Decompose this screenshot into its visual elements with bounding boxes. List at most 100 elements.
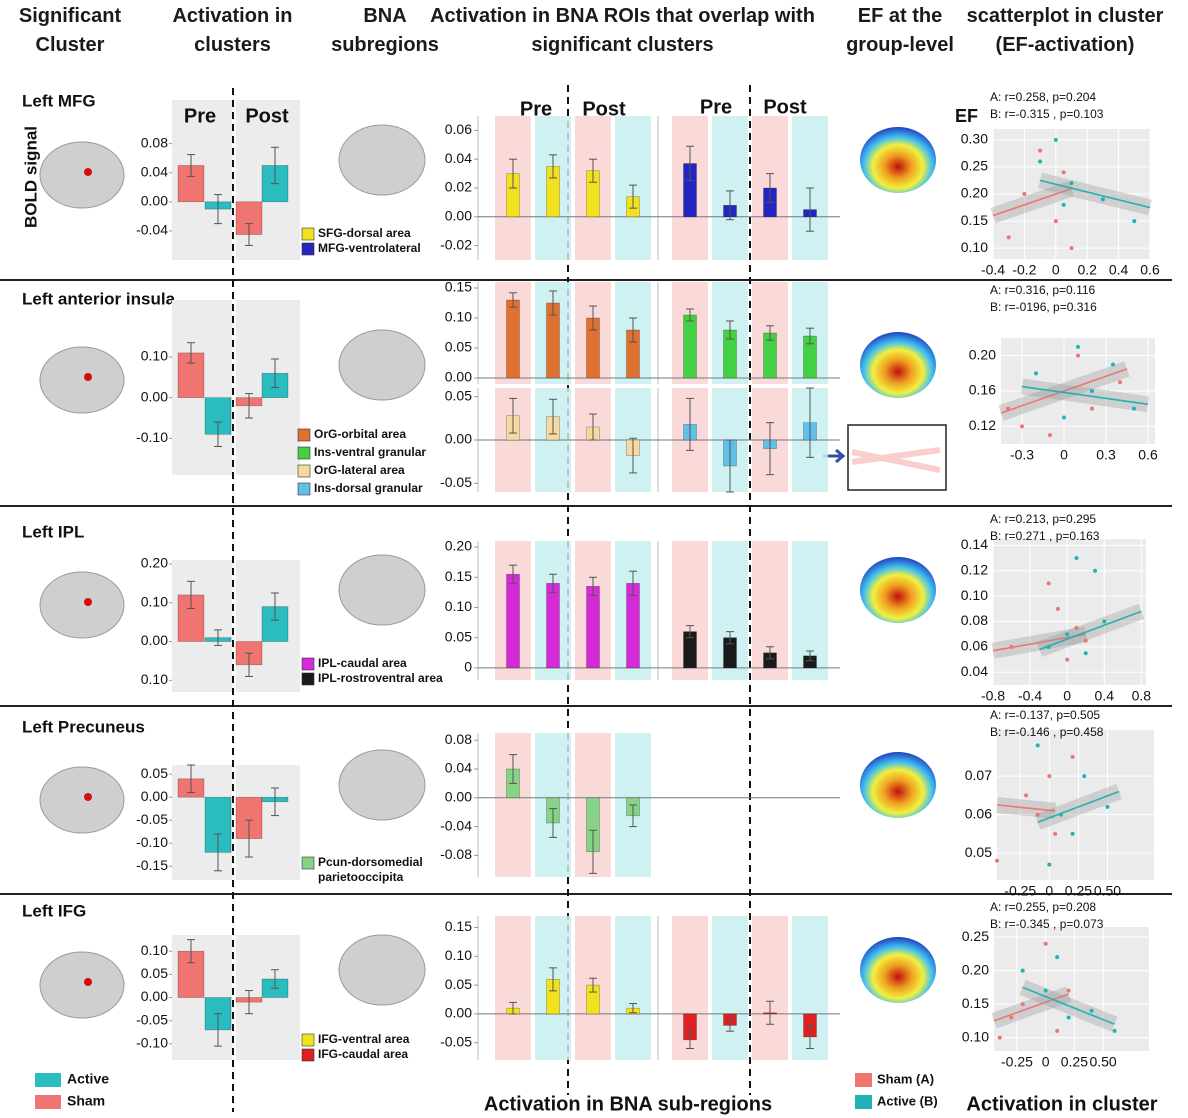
legend-swatch <box>855 1095 872 1109</box>
y-tick-label: 0.04 <box>445 760 472 776</box>
error-bar <box>589 829 597 874</box>
scatter-point <box>1061 170 1066 175</box>
legend-label: Sham (A) <box>877 1071 934 1086</box>
x-tick-label: 0.25 <box>1065 883 1092 899</box>
y-tick-label: 0.00 <box>445 789 472 805</box>
error-bar <box>686 308 694 322</box>
scatter-point <box>1009 1015 1014 1020</box>
y-tick-label: 0.05 <box>445 976 472 992</box>
ef-brain-image <box>860 752 936 818</box>
x-tick-label: 0.4 <box>1109 262 1129 278</box>
error-bar <box>629 1003 637 1014</box>
error-bar <box>509 564 517 584</box>
stats-label: B: r=-0.146 , p=0.458 <box>990 725 1104 739</box>
error-bar <box>629 317 637 343</box>
legend-swatch <box>297 482 311 496</box>
brain-highlight <box>84 168 92 176</box>
y-tick-label: 0.15 <box>962 995 989 1011</box>
column-header: BNA subregions <box>331 5 439 56</box>
legend-label: Active <box>67 1071 109 1087</box>
y-tick-label: 0.16 <box>969 382 996 398</box>
error-bar <box>214 1013 222 1047</box>
error-bar <box>686 625 694 639</box>
y-tick-label: 0.07 <box>965 767 992 783</box>
plot-background <box>993 539 1146 685</box>
legend-swatch <box>297 428 311 442</box>
phase-label: Pre <box>520 98 552 120</box>
scatter-point <box>1074 625 1079 630</box>
legend-label: Ins-ventral granular <box>314 445 427 459</box>
y-tick-label: 0.25 <box>961 158 988 174</box>
scatter-point <box>1046 581 1051 586</box>
error-bar <box>245 393 253 419</box>
y-tick-label: -0.02 <box>440 236 472 252</box>
scatter-point <box>1076 353 1080 358</box>
brain-image <box>39 346 125 414</box>
x-tick-label: 0.25 <box>1061 1054 1088 1070</box>
separators <box>0 279 1172 895</box>
error-bar <box>245 990 253 1015</box>
legend-label-box: Pcun-dorsomedial parietooccipita <box>318 855 423 884</box>
plot-background <box>997 730 1154 880</box>
scatter-point <box>1083 638 1088 643</box>
error-bar <box>509 292 517 308</box>
y-tick-label: 0.08 <box>445 731 472 747</box>
error-bar <box>214 629 222 646</box>
y-tick-label: 0.00 <box>445 208 472 224</box>
legend-label-box: IPL-rostroventral area <box>318 671 443 685</box>
phase-band <box>712 116 748 260</box>
error-bar <box>686 1030 694 1049</box>
scatter-point <box>1035 812 1040 817</box>
y-tick-label: 0.05 <box>445 628 472 644</box>
scatter-point <box>1035 743 1040 748</box>
y-tick-label: 0.20 <box>141 555 168 571</box>
y-tick-label: -0.10 <box>136 1034 168 1050</box>
error-bar <box>629 437 637 474</box>
error-bar <box>549 573 557 593</box>
scatter-point <box>1070 754 1075 759</box>
x-tick-label: 0 <box>1052 262 1060 278</box>
stats-label: B: r=-0.345 , p=0.073 <box>990 917 1104 931</box>
error-bar <box>766 646 774 660</box>
error-bar <box>214 194 222 225</box>
legend-label: OrG-orbital area <box>314 427 407 441</box>
scatter-point <box>1089 1008 1094 1013</box>
y-tick-label: 0.15 <box>445 279 472 295</box>
x-tick-label: -0.25 <box>1001 1054 1033 1070</box>
legend-swatch <box>35 1095 61 1109</box>
error-bar <box>806 387 814 458</box>
y-tick-label: 0.05 <box>445 387 472 403</box>
y-tick-label: 0.20 <box>445 538 472 554</box>
y-tick-label: 0.12 <box>961 561 988 577</box>
error-bar <box>245 819 253 858</box>
y-tick-label: -0.05 <box>440 474 472 490</box>
stats-label: A: r=0.213, p=0.295 <box>990 512 1096 526</box>
legend-label: IFG-caudal area <box>318 1047 409 1061</box>
error-bar <box>187 939 195 964</box>
y-tick-label: 0.00 <box>445 1005 472 1021</box>
scatter-point <box>1069 246 1074 251</box>
error-bar <box>806 1024 814 1049</box>
column-header-box: Activation in clusters <box>172 5 292 56</box>
column-header: scatterplot in cluster (EF-activation) <box>966 5 1164 56</box>
legend-label-box: Ins-ventral granular <box>314 445 427 459</box>
error-bar <box>509 754 517 784</box>
error-bar <box>187 764 195 794</box>
error-bar <box>214 421 222 448</box>
y-tick-label: 0.15 <box>445 568 472 584</box>
bar <box>586 586 600 669</box>
stats-label: A: r=0.258, p=0.204 <box>990 90 1096 104</box>
stats-label: A: r=-0.137, p=0.505 <box>990 708 1100 722</box>
scatter-point <box>1066 988 1071 993</box>
scatter-point <box>1132 219 1137 224</box>
y-tick-label: 0.06 <box>445 121 472 137</box>
scatter-point <box>1053 137 1058 142</box>
y-tick-label: -0.15 <box>136 857 168 873</box>
phase-band <box>495 916 531 1060</box>
error-bar <box>686 145 694 182</box>
error-bar <box>726 190 734 221</box>
legend-label: IFG-ventral area <box>318 1032 410 1046</box>
legend-label-box: IPL-caudal area <box>318 656 407 670</box>
scatter-point <box>1034 371 1038 376</box>
